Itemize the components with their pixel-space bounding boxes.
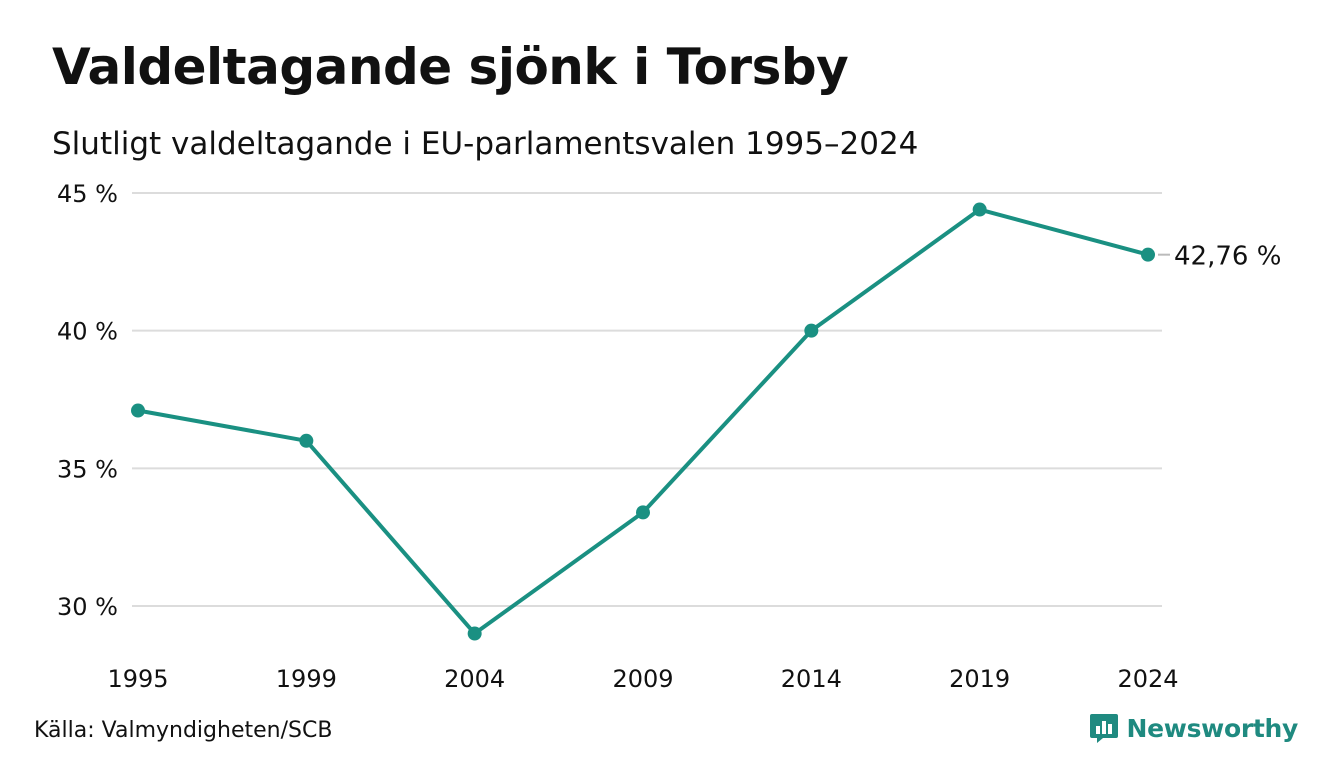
brand-name: Newsworthy — [1126, 713, 1299, 743]
x-tick-label: 2004 — [444, 665, 505, 693]
end-value-label: 42,76 % — [1174, 242, 1281, 272]
y-tick-label: 30 % — [57, 593, 118, 621]
data-point — [299, 433, 314, 448]
series-line — [136, 207, 1150, 636]
y-axis: 30 % 35 % 40 % 45 % — [57, 180, 118, 621]
x-tick-label: 1995 — [107, 665, 168, 693]
x-tick-label: 2009 — [612, 665, 673, 693]
gridlines — [132, 192, 1162, 607]
data-point — [804, 323, 819, 338]
series-line-path — [136, 207, 1150, 636]
data-point — [972, 202, 987, 217]
y-tick-label: 45 % — [57, 180, 118, 208]
chart-subtitle: Slutligt valdeltagande i EU-parlamentsva… — [52, 126, 919, 162]
chart-title: Valdeltagande sjönk i Torsby — [52, 38, 849, 96]
end-annotation: 42,76 % — [1158, 242, 1281, 272]
data-point — [636, 505, 650, 520]
data-point — [1141, 247, 1155, 262]
line-chart: 30 % 35 % 40 % 45 % 1995 1999 2004 2009 2014 201… — [57, 180, 1281, 693]
newsworthy-logo-icon — [1089, 714, 1118, 743]
x-tick-label: 2024 — [1117, 665, 1178, 693]
data-points — [131, 202, 1155, 641]
data-point — [467, 626, 482, 641]
x-tick-label: 2014 — [781, 665, 842, 693]
y-tick-label: 40 % — [57, 318, 118, 346]
x-axis: 1995 1999 2004 2009 2014 2019 2024 — [107, 665, 1178, 693]
x-tick-label: 1999 — [276, 665, 337, 693]
data-point — [131, 403, 145, 418]
y-tick-label: 35 % — [57, 455, 118, 483]
x-tick-label: 2019 — [949, 665, 1010, 693]
brand-logo[interactable]: Newsworthy — [1089, 712, 1299, 744]
source-note: Källa: Valmyndigheten/SCB — [34, 718, 333, 743]
